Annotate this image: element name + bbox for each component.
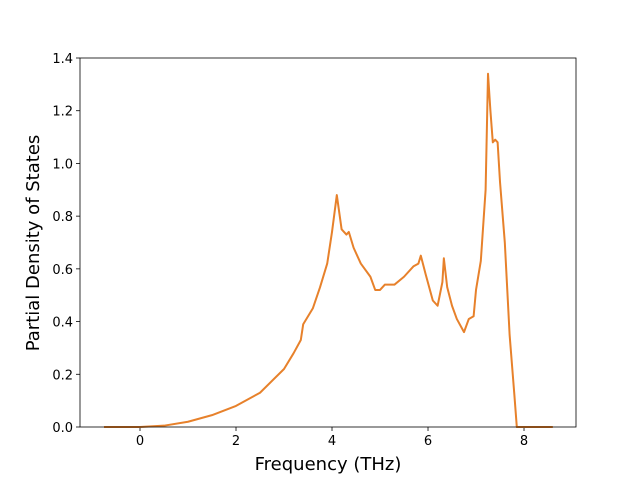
x-tick-label: 8 (520, 434, 528, 449)
y-tick-label: 0.2 (52, 368, 73, 383)
y-tick-label: 1.4 (52, 52, 73, 67)
y-tick-label: 1.2 (52, 105, 73, 120)
y-axis-label: Partial Density of States (23, 135, 44, 352)
y-tick-label: 0.8 (52, 210, 73, 225)
x-tick-label: 4 (328, 434, 336, 449)
x-tick-label: 0 (136, 434, 144, 449)
plot-frame (79, 57, 577, 428)
x-tick-label: 2 (232, 434, 240, 449)
y-tick-label: 0.0 (52, 421, 73, 436)
x-axis-label: Frequency (THz) (255, 454, 402, 475)
x-tick-label: 6 (424, 434, 432, 449)
data-line (104, 72, 553, 428)
y-tick-label: 1.0 (52, 157, 73, 172)
y-tick-label: 0.6 (52, 263, 73, 278)
y-tick-label: 0.4 (52, 316, 73, 331)
